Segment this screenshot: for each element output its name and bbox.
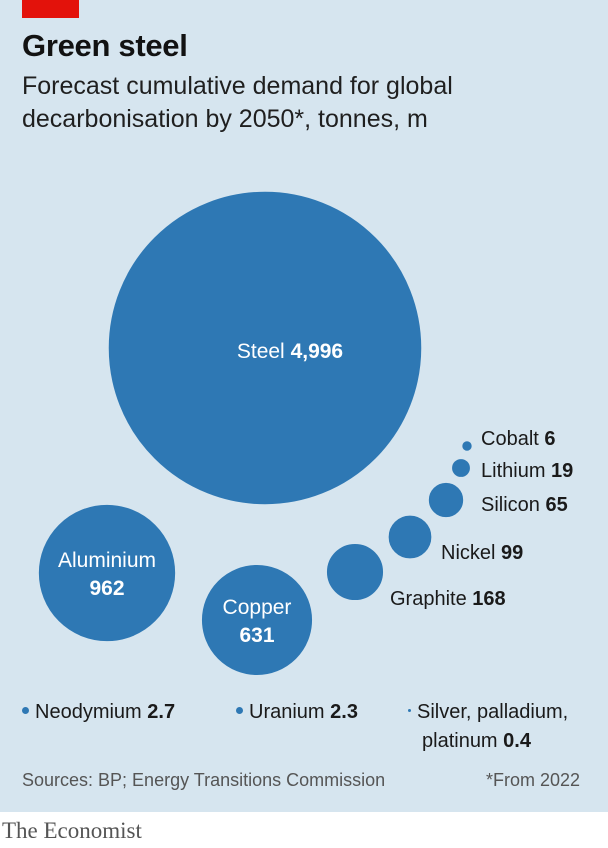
silver-dot (408, 709, 411, 713)
subtitle-unit: , tonnes, m (304, 105, 428, 133)
subtitle-main: Forecast cumulative demand for global de… (22, 72, 453, 133)
source-note: Sources: BP; Energy Transitions Commissi… (22, 770, 386, 790)
bubble-copper (200, 563, 314, 677)
label-cobalt: Cobalt 6 (481, 428, 556, 450)
legend-item-neodymium: Neodymium 2.7 (22, 698, 175, 727)
bubble-chart: Steel 4,996 Aluminium 962 Copper 631 Graphite… (37, 190, 573, 677)
uranium-dot (236, 707, 243, 715)
legend-uranium-value: 2.3 (330, 701, 358, 723)
label-copper: Copper 631 (223, 596, 292, 647)
legend-item-uranium: Uranium 2.3 (236, 698, 358, 727)
label-aluminium: Aluminium 962 (58, 549, 156, 600)
label-steel: Steel 4,996 (237, 340, 343, 363)
legend-uranium-name: Uranium (249, 701, 325, 723)
bubble-lithium (450, 457, 472, 479)
legend-neodymium-value: 2.7 (147, 701, 176, 723)
brand-name: The Economist (2, 818, 142, 843)
bubble-graphite (325, 542, 385, 602)
bubble-silicon (427, 481, 465, 519)
bubble-nickel (387, 514, 433, 560)
legend-silver-value: 0.4 (503, 730, 531, 752)
bubble-cobalt (460, 439, 474, 453)
label-lithium: Lithium 19 (481, 460, 573, 482)
chart-title: Green steel (22, 28, 188, 63)
legend-neodymium-name: Neodymium (35, 701, 142, 723)
brand-tab (22, 0, 79, 18)
label-silicon: Silicon 65 (481, 494, 568, 516)
chart-subtitle: Forecast cumulative demand for global de… (22, 70, 582, 136)
bubble-aluminium (37, 503, 177, 643)
footnote: *From 2022 (485, 770, 580, 790)
bubble-steel (107, 190, 423, 506)
label-nickel: Nickel 99 (441, 542, 523, 564)
neodymium-dot (22, 707, 29, 715)
legend-silver-line2: platinum (422, 730, 498, 752)
legend-item-silver: Silver, palladium, platinum 0.4 (408, 698, 568, 756)
legend-silver-line1: Silver, palladium, (417, 701, 569, 723)
label-graphite: Graphite 168 (390, 588, 506, 610)
